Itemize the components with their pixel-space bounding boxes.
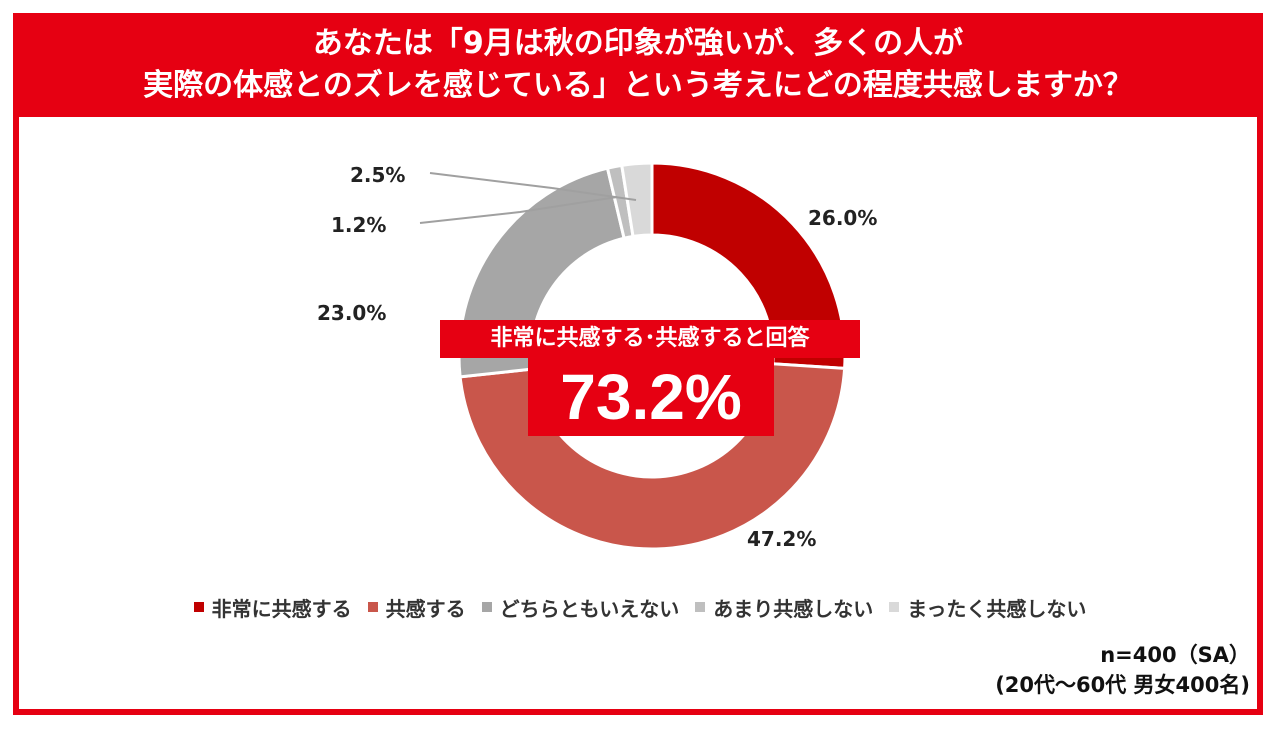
legend-swatch-neutral <box>481 602 492 612</box>
legend-item-neutral: どちらともいえない <box>481 593 680 622</box>
legend-item-agree: 共感する <box>367 593 466 622</box>
legend: 非常に共感する 共感する どちらともいえない あまり共感しない まったく共感しな… <box>0 592 1280 622</box>
donut-slice-strongly-disagree <box>620 161 654 239</box>
center-callout: 非常に共感する･共感すると回答 73.2% <box>440 320 860 436</box>
legend-label-disagree: あまり共感しない <box>713 596 874 621</box>
legend-swatch-strongly-disagree <box>889 602 900 612</box>
sample-note-line-1: n=400（SA） <box>1100 643 1250 667</box>
legend-swatch-disagree <box>695 602 706 612</box>
legend-label-neutral: どちらともいえない <box>499 596 680 621</box>
legend-item-strongly-disagree: まったく共感しない <box>889 593 1086 622</box>
legend-swatch-agree <box>367 602 378 612</box>
data-label-very-agree: 26.0% <box>808 206 877 230</box>
center-callout-label: 非常に共感する･共感すると回答 <box>440 320 860 358</box>
leader-line-2-5-tail <box>551 187 637 201</box>
title-line-1: あなたは「9月は秋の印象が強いが、多くの人が <box>312 26 964 61</box>
data-label-neutral: 23.0% <box>317 301 386 325</box>
title-line-2: 実際の体感とのズレを感じている」という考えにどの程度共感しますか？ <box>143 68 1133 103</box>
leader-line-1-2 <box>419 196 618 224</box>
sample-note: n=400（SA） (20代～60代 男女400名) <box>995 640 1250 700</box>
leader-line-2-5 <box>429 172 553 189</box>
legend-label-very-agree: 非常に共感する <box>211 596 352 621</box>
data-label-agree: 47.2% <box>747 527 816 551</box>
data-label-disagree: 1.2% <box>331 213 386 237</box>
legend-item-disagree: あまり共感しない <box>695 593 873 622</box>
legend-label-strongly-disagree: まったく共感しない <box>907 596 1087 621</box>
title-bar: あなたは「9月は秋の印象が強いが、多くの人が 実際の体感とのズレを感じている」と… <box>13 13 1263 117</box>
center-callout-value: 73.2% <box>528 358 774 436</box>
data-label-strongly-disagree: 2.5% <box>350 163 405 187</box>
sample-note-line-2: (20代～60代 男女400名) <box>995 673 1250 697</box>
legend-item-very-agree: 非常に共感する <box>193 593 352 622</box>
legend-label-agree: 共感する <box>385 596 466 621</box>
donut-slice-agree <box>458 362 847 551</box>
legend-swatch-very-agree <box>193 602 204 612</box>
